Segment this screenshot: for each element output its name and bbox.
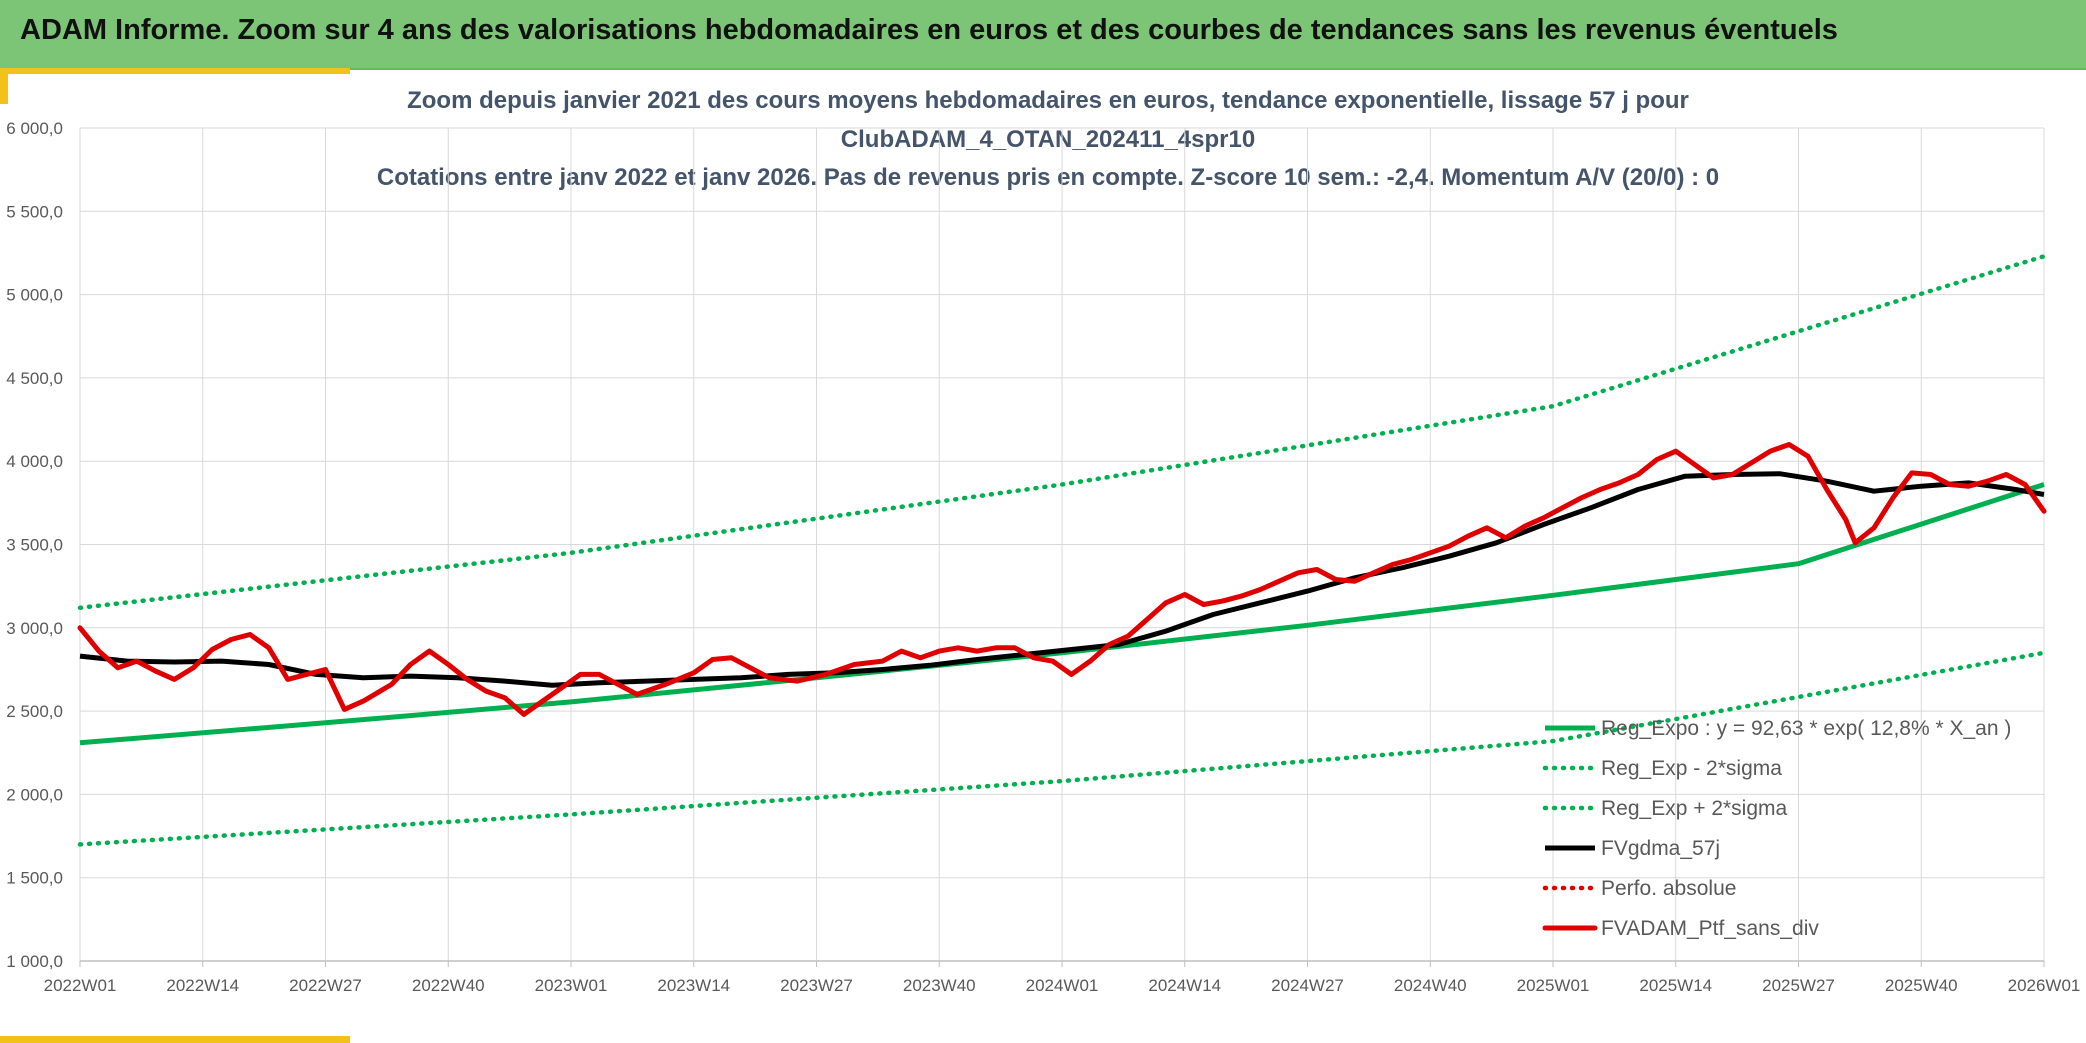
series-line-1 (77, 650, 2047, 847)
y-tick-label: 4 500,0 (6, 369, 63, 388)
series-line-2 (77, 254, 2047, 611)
legend-label-5: FVADAM_Ptf_sans_div (1601, 917, 1819, 940)
chart-title-line-1: Zoom depuis janvier 2021 des cours moyen… (407, 87, 1689, 114)
y-tick-label: 1 500,0 (6, 869, 63, 888)
x-tick-label: 2022W40 (412, 976, 485, 995)
y-tick-label: 2 500,0 (6, 702, 63, 721)
y-tick-label: 4 000,0 (6, 452, 63, 471)
x-tick-label: 2023W01 (535, 976, 608, 995)
x-tick-label: 2026W01 (2008, 976, 2081, 995)
x-tick-label: 2024W01 (1026, 976, 1099, 995)
legend-label-3: FVgdma_57j (1601, 837, 1720, 860)
y-tick-label: 6 000,0 (6, 119, 63, 138)
x-tick-label: 2024W14 (1148, 976, 1221, 995)
x-tick-label: 2024W40 (1394, 976, 1467, 995)
x-tick-label: 2022W27 (289, 976, 362, 995)
x-tick-label: 2022W14 (166, 976, 239, 995)
series-line-5 (77, 442, 2047, 717)
chart-title-line-3: Cotations entre janv 2022 et janv 2026. … (377, 164, 1719, 191)
x-tick-label: 2025W14 (1639, 976, 1712, 995)
legend: Reg_Expo : y = 92,63 * exp( 12,8% * X_an… (1542, 717, 2011, 940)
x-tick-label: 2023W40 (903, 976, 976, 995)
accent-bar-top (0, 68, 350, 74)
y-tick-label: 1 000,0 (6, 952, 63, 971)
y-tick-label: 3 000,0 (6, 619, 63, 638)
x-tick-label: 2025W40 (1885, 976, 1958, 995)
y-tick-label: 5 000,0 (6, 286, 63, 305)
page-title: ADAM Informe. Zoom sur 4 ans des valoris… (20, 14, 1838, 46)
x-tick-label: 2025W01 (1517, 976, 1590, 995)
y-axis: 1 000,0 1 500,0 2 000,0 2 500,0 3 000,0 3 500… (6, 119, 63, 971)
accent-bar-bottom (0, 1036, 350, 1043)
y-tick-label: 5 500,0 (6, 202, 63, 221)
chart-title-line-2: ClubADAM_4_OTAN_202411_4spr10 (841, 126, 1255, 153)
legend-label-0: Reg_Expo : y = 92,63 * exp( 12,8% * X_an… (1601, 717, 2011, 740)
chart-title: Zoom depuis janvier 2021 des cours moyen… (377, 87, 1719, 191)
x-tick-label: 2022W01 (44, 976, 117, 995)
legend-label-2: Reg_Exp + 2*sigma (1601, 797, 1788, 820)
accent-bar-left (0, 68, 8, 104)
y-tick-label: 3 500,0 (6, 536, 63, 555)
line-chart: Zoom depuis janvier 2021 des cours moyen… (6, 87, 2081, 995)
series-layer (77, 254, 2047, 847)
header-banner: ADAM Informe. Zoom sur 4 ans des valoris… (0, 0, 2086, 70)
x-tick-label: 2025W27 (1762, 976, 1835, 995)
x-tick-label: 2023W27 (780, 976, 853, 995)
x-tick-label: 2023W14 (657, 976, 730, 995)
y-tick-label: 2 000,0 (6, 785, 63, 804)
legend-label-1: Reg_Exp - 2*sigma (1601, 757, 1782, 780)
x-tick-label: 2024W27 (1271, 976, 1344, 995)
chart-grid (79, 127, 2045, 962)
legend-label-4: Perfo. absolue (1601, 877, 1736, 900)
x-axis: 2022W01 2022W14 2022W27 2022W40 2023W01 2023W… (44, 960, 2081, 995)
